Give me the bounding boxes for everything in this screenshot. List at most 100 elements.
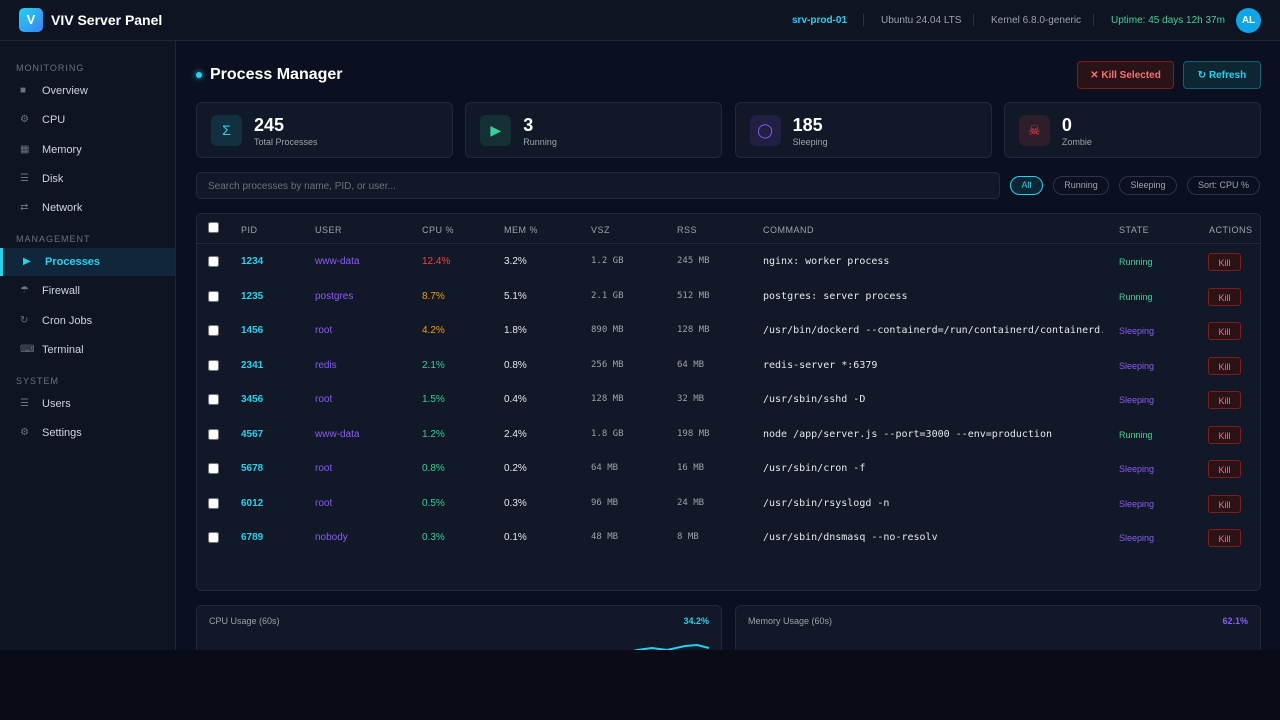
mem-percent: 3.2% [504,256,527,267]
stat-value: 245 [254,115,285,135]
kill-selected-button[interactable]: ✕ Kill Selected [1077,61,1174,89]
row-checkbox[interactable] [208,428,219,440]
pid: 1456 [241,325,264,336]
nav-item[interactable]: ⇄ Network [0,194,175,222]
cpu-percent: 4.2% [422,325,445,336]
stat-card: ◯ 185 Sleeping [734,102,992,158]
kill-button[interactable]: Kill [1208,391,1241,409]
stat-label: Sleeping [792,137,828,147]
vsz: 1.2 GB [591,256,624,266]
refresh-button[interactable]: ↻ Refresh [1183,61,1261,89]
divider [863,14,864,26]
rss: 64 MB [677,359,705,370]
nav-icon: ⚙ [20,114,29,126]
kill-button[interactable]: Kill [1208,460,1241,478]
kill-button[interactable]: Kill [1208,253,1241,271]
kill-button[interactable]: Kill [1208,322,1241,340]
nav-icon: ☂ [20,285,29,297]
nav-label: Network [42,202,83,215]
nav-item[interactable]: ■ Overview [0,77,175,105]
row-checkbox[interactable] [208,290,219,302]
row-checkbox[interactable] [208,394,219,405]
nav-item[interactable]: ▶ Processes [0,248,175,276]
filter-chip[interactable]: Running [1053,176,1109,195]
filter-chip[interactable]: Sort: CPU % [1187,176,1260,195]
app: V VIV Server Panel srv-prod-01 Ubuntu 24.04… [0,8,1280,650]
stat-icon: Σ [211,115,242,146]
cpu-percent: 0.3% [422,532,445,543]
nav-icon: ↻ [20,314,29,326]
nav-icon: ▶ [23,256,31,267]
vsz: 2.1 GB [591,290,624,301]
filter-chip[interactable]: Sleeping [1119,176,1177,195]
search-placeholder: Search processes by name, PID, or user..… [208,181,396,192]
rss: 16 MB [677,463,705,473]
command: node /app/server.js --port=3000 --env=pr… [763,428,1052,440]
sparkline [618,643,710,650]
cpu-percent: 1.5% [422,394,445,405]
column-header: COMMAND [763,225,814,235]
row-checkbox[interactable] [208,463,219,474]
user: root [315,497,333,509]
nav-item[interactable]: ☰ Disk [0,165,175,193]
state: Sleeping [1119,360,1155,371]
nav-section-title: SYSTEM [16,376,60,386]
column-header: USER [315,225,343,235]
kill-button[interactable]: Kill [1208,287,1241,306]
kill-button[interactable]: Kill [1208,356,1241,375]
divider [1093,14,1094,26]
row-checkbox[interactable] [208,359,219,371]
state: Sleeping [1119,395,1155,405]
mem-percent: 2.4% [504,428,527,440]
nav-item[interactable]: ☂ Firewall [0,277,175,305]
nav-icon: ■ [20,85,27,96]
sidebar: MONITORING ■ Overview ⚙ CPU ▦ Memory ☰ Disk ⇄ Netw… [0,41,176,650]
nav-item[interactable]: ⚙ CPU [0,106,175,134]
nav-item[interactable]: ☰ Users [0,390,175,418]
nav-label: Firewall [42,285,80,298]
cpu-percent: 2.1% [422,359,445,371]
column-header: RSS [677,225,698,235]
nav-section-title: MANAGEMENT [16,234,91,244]
command: /usr/sbin/rsyslogd -n [763,497,890,509]
nav-icon: ▦ [20,143,30,155]
mem-percent: 0.2% [504,463,527,474]
avatar[interactable]: AL [1236,8,1261,33]
select-all-checkbox[interactable] [208,222,219,233]
kill-button[interactable]: Kill [1208,529,1241,547]
kernel-info: Kernel 6.8.0-generic [991,15,1082,26]
pid: 5678 [241,463,264,474]
app-title: VIV Server Panel [51,12,163,28]
command: redis-server *:6379 [763,359,878,371]
rss: 512 MB [677,290,710,301]
kill-button[interactable]: Kill [1208,425,1241,444]
row-checkbox[interactable] [208,532,219,543]
page-title: Process Manager [210,66,343,83]
chart-card: Memory Usage (60s) 62.1% [735,605,1261,650]
mem-percent: 0.4% [504,394,527,405]
nav-item[interactable]: ↻ Cron Jobs [0,307,175,335]
nav-item[interactable]: ⚙ Settings [0,419,175,447]
search-input[interactable]: Search processes by name, PID, or user..… [196,172,1000,199]
mem-percent: 0.1% [504,532,527,543]
nav-item[interactable]: ⌨ Terminal [0,336,175,364]
sparkline-path [618,643,710,650]
nav-icon: ⌨ [20,343,35,355]
title-dot [196,72,202,78]
command: /usr/sbin/dnsmasq --no-resolv [763,532,938,543]
kill-button[interactable]: Kill [1208,494,1241,513]
pid: 1234 [241,256,264,267]
vsz: 48 MB [591,532,619,542]
command: /usr/bin/dockerd --containerd=/run/conta… [763,325,1103,336]
state: Running [1119,291,1153,302]
row-checkbox[interactable] [208,256,219,267]
nav-icon: ⚙ [20,427,29,439]
cpu-percent: 8.7% [422,290,445,302]
stat-card: ▶ 3 Running [465,102,723,158]
row-checkbox[interactable] [208,497,219,509]
row-checkbox[interactable] [208,325,219,336]
nav-item[interactable]: ▦ Memory [0,136,175,164]
pid: 6012 [241,497,264,509]
filter-chip[interactable]: All [1010,176,1043,195]
